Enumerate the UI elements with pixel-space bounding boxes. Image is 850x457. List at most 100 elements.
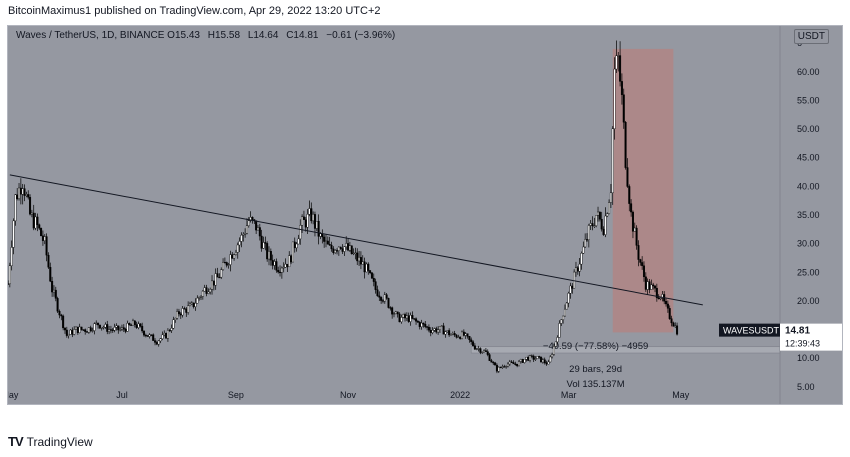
candle-body (563, 308, 566, 317)
candle (483, 349, 486, 353)
candle-body (415, 318, 418, 322)
candle-body (593, 225, 596, 227)
candle (444, 330, 447, 338)
candle (472, 340, 475, 347)
measure-label: −49.59 (−77.58%) −4959 (543, 341, 648, 352)
candle (36, 213, 39, 232)
candle-body (411, 315, 414, 319)
candle-body (492, 362, 495, 364)
candle-body (586, 239, 589, 241)
candle (488, 353, 491, 361)
candle-body (668, 308, 671, 319)
candle-body (652, 284, 655, 287)
candle (422, 322, 425, 328)
candle-body (483, 350, 486, 353)
candle (43, 234, 46, 245)
candle-body (313, 214, 316, 229)
candle-body (639, 259, 642, 263)
candle-body (359, 257, 362, 265)
candle-body (187, 305, 190, 313)
candle-body (665, 301, 668, 305)
candle (21, 183, 24, 205)
currency-badge[interactable]: USDT (793, 29, 829, 44)
candle (122, 324, 125, 332)
candle-body (172, 319, 175, 329)
candle (52, 285, 55, 297)
candle (549, 355, 552, 363)
candle (589, 220, 592, 230)
candle-body (589, 223, 592, 226)
candle-body (310, 208, 313, 222)
candle-body (131, 320, 134, 326)
candle-body (337, 246, 340, 251)
candle (650, 279, 653, 290)
candle-body (119, 328, 122, 331)
candle (109, 325, 112, 334)
candle (554, 341, 557, 348)
candle-body (190, 302, 193, 305)
candle-body (188, 303, 191, 307)
candle (282, 262, 285, 273)
candle-body (82, 329, 85, 331)
price-chart[interactable]: −49.59 (−77.58%) −4959 29 bars, 29d Vol 13… (8, 26, 842, 404)
candle (168, 328, 171, 332)
candle-body (332, 248, 335, 253)
candle-body (38, 224, 41, 229)
candle-body (442, 325, 445, 335)
candle (131, 318, 134, 326)
candle-body (472, 341, 475, 346)
candle-body (203, 287, 206, 292)
candle-body (530, 355, 533, 357)
candle-body (630, 203, 633, 213)
candle (608, 199, 611, 215)
candle (12, 218, 15, 255)
footer: TV TradingView (8, 434, 93, 449)
candle (65, 326, 68, 338)
candle-body (554, 341, 557, 347)
candle-body (348, 245, 351, 251)
candle (152, 333, 155, 341)
candle-body (449, 334, 452, 336)
candle-body (650, 284, 653, 290)
candle-body (516, 363, 519, 367)
candle-body (236, 244, 239, 253)
candle (214, 268, 217, 290)
candle-body (18, 187, 21, 200)
y-tick-label: 30.00 (797, 239, 820, 249)
candle-body (451, 333, 454, 335)
candle (113, 323, 116, 333)
candle-body (352, 252, 355, 255)
candle (269, 248, 272, 266)
candle (431, 327, 434, 335)
candle (38, 223, 41, 231)
candle-body (124, 328, 127, 332)
candle (540, 356, 543, 363)
close-label: C (286, 30, 294, 41)
candle-body (422, 322, 425, 325)
candle (166, 328, 169, 342)
candle-body (176, 311, 179, 319)
candle (330, 241, 333, 252)
measure-label: Vol 135.137M (567, 379, 625, 390)
candle-body (670, 318, 673, 324)
candle (95, 320, 98, 325)
candle-body (611, 128, 614, 194)
candle (584, 233, 587, 249)
candle (196, 295, 199, 304)
candle-body (459, 336, 462, 339)
candle (89, 325, 92, 333)
candle (341, 244, 344, 254)
candle-body (615, 55, 618, 70)
countdown-label: 12:39:43 (785, 339, 820, 349)
candle (512, 360, 515, 365)
candle-body (293, 241, 296, 249)
candle-body (400, 317, 403, 323)
candle (337, 246, 340, 256)
candle (119, 326, 122, 332)
candle-body (108, 329, 111, 332)
candle-body (532, 355, 535, 360)
candle (69, 329, 72, 335)
candle-body (194, 303, 197, 307)
chart-area[interactable]: −49.59 (−77.58%) −4959 29 bars, 29d Vol 13… (7, 25, 843, 405)
candle (291, 241, 294, 263)
